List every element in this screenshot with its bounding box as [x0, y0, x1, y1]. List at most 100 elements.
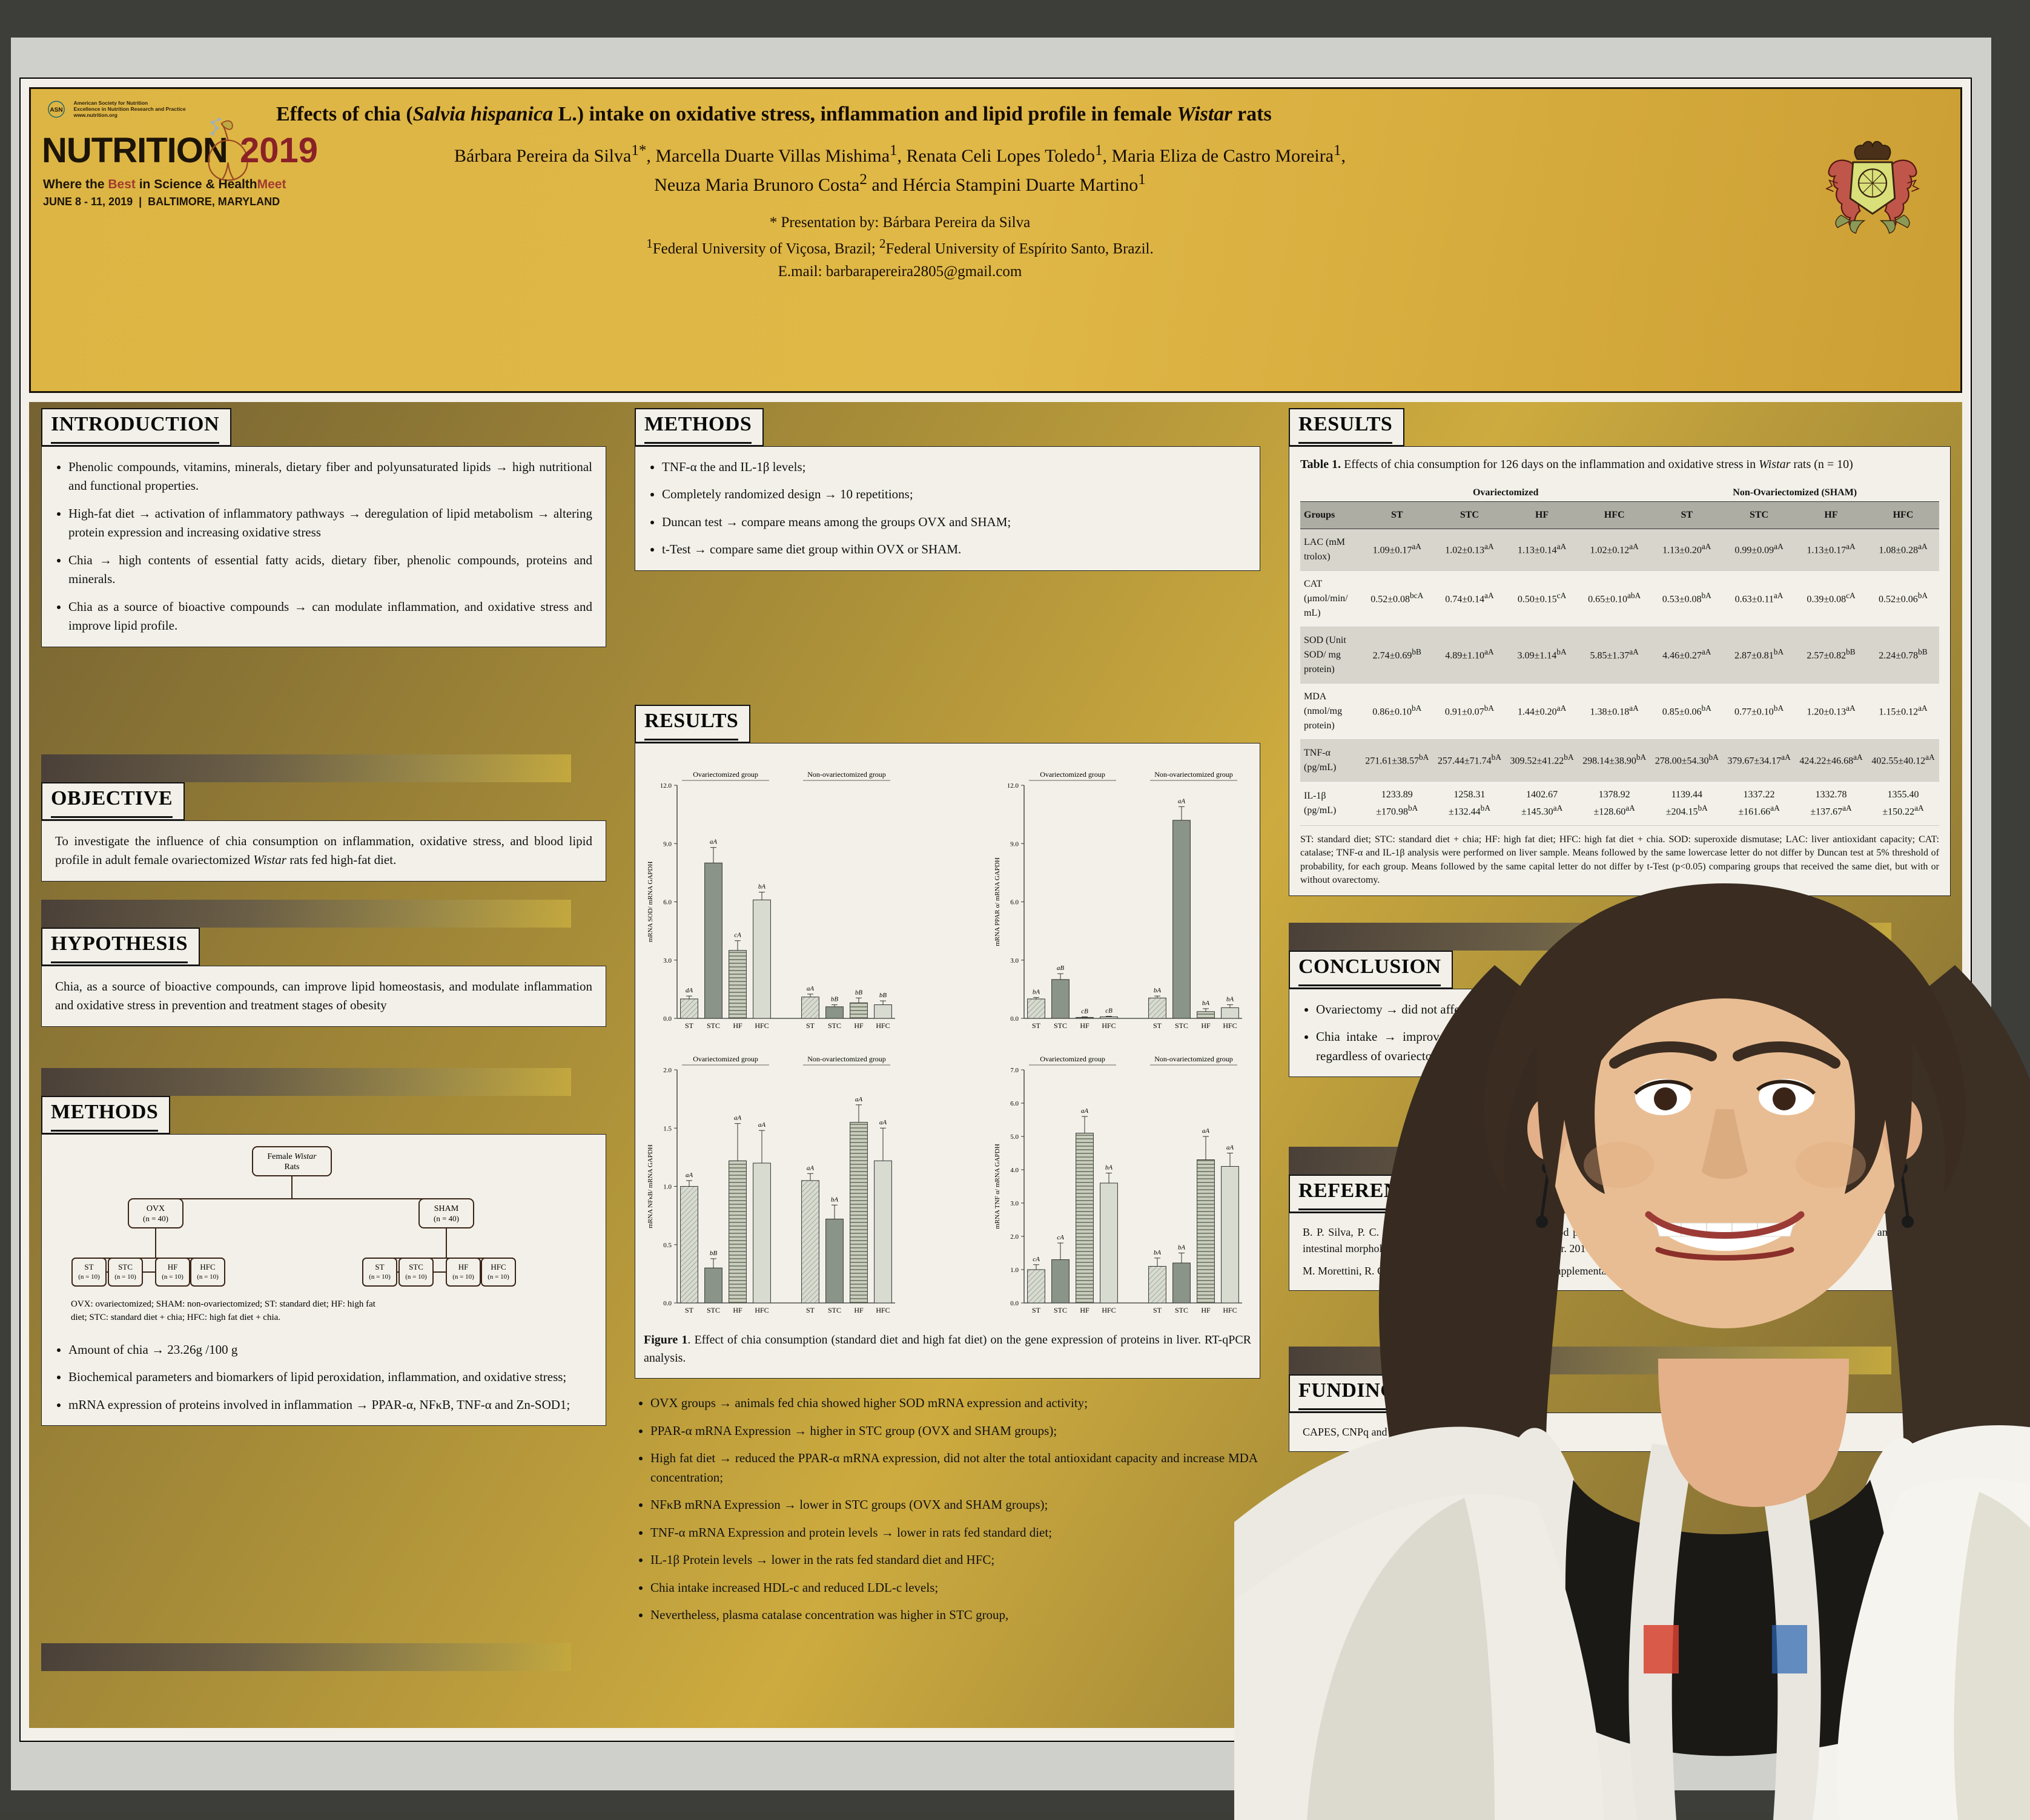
svg-text:mRNA NFκB/ mRNA GAPDH: mRNA NFκB/ mRNA GAPDH [647, 1144, 654, 1228]
svg-text:HF: HF [458, 1262, 468, 1271]
svg-text:HF: HF [854, 1021, 864, 1030]
svg-text:HFC: HFC [1223, 1021, 1237, 1030]
svg-text:Ovariectomized group: Ovariectomized group [693, 1055, 758, 1063]
svg-text:12.0: 12.0 [1007, 782, 1019, 790]
svg-text:cA: cA [1033, 1255, 1040, 1262]
svg-text:ST: ST [375, 1262, 384, 1271]
svg-text:STC: STC [707, 1021, 720, 1030]
svg-text:aA: aA [807, 1164, 815, 1172]
svg-text:4.0: 4.0 [1010, 1167, 1019, 1174]
svg-text:HFC: HFC [755, 1306, 769, 1314]
svg-text:aA: aA [734, 1114, 742, 1121]
svg-text:7.0: 7.0 [1010, 1067, 1019, 1074]
svg-text:HFC: HFC [491, 1262, 506, 1271]
svg-text:ST: ST [1032, 1306, 1041, 1314]
svg-text:HF: HF [1080, 1021, 1089, 1030]
svg-text:HFC: HFC [755, 1021, 769, 1030]
svg-text:HF: HF [733, 1021, 742, 1030]
svg-text:1.5: 1.5 [663, 1125, 672, 1132]
svg-text:mRNA SOD/ mRNA GAPDH: mRNA SOD/ mRNA GAPDH [647, 861, 654, 942]
svg-text:(n = 10): (n = 10) [488, 1273, 509, 1281]
svg-text:HF: HF [1080, 1306, 1089, 1314]
svg-text:HFC: HFC [876, 1021, 890, 1030]
svg-text:HFC: HFC [876, 1306, 890, 1314]
svg-text:bA: bA [1033, 988, 1040, 995]
svg-text:ST: ST [1153, 1306, 1162, 1314]
svg-text:aA: aA [807, 984, 815, 992]
svg-text:HFC: HFC [1102, 1021, 1116, 1030]
svg-text:6.0: 6.0 [1010, 898, 1019, 906]
svg-text:bA: bA [1154, 1248, 1162, 1256]
svg-text:STC: STC [1175, 1021, 1188, 1030]
svg-text:HF: HF [854, 1306, 864, 1314]
svg-text:Non-ovariectomized group: Non-ovariectomized group [1154, 770, 1233, 779]
svg-text:OVX: OVX [146, 1204, 164, 1213]
svg-text:(n = 10): (n = 10) [78, 1273, 100, 1281]
svg-text:bA: bA [1105, 1164, 1113, 1171]
svg-text:9.0: 9.0 [1010, 840, 1019, 848]
svg-text:HFC: HFC [200, 1262, 215, 1271]
svg-text:STC: STC [409, 1262, 423, 1271]
svg-text:Rats: Rats [284, 1162, 299, 1172]
svg-text:STC: STC [1175, 1306, 1188, 1314]
svg-text:3.0: 3.0 [1010, 957, 1019, 964]
svg-text:3.0: 3.0 [1010, 1200, 1019, 1207]
svg-text:aA: aA [1081, 1107, 1089, 1115]
svg-text:aA: aA [855, 1095, 863, 1103]
svg-text:0.0: 0.0 [1010, 1015, 1019, 1023]
svg-text:(n = 10): (n = 10) [405, 1273, 427, 1281]
svg-text:Ovariectomized group: Ovariectomized group [1040, 770, 1105, 779]
svg-text:(n = 10): (n = 10) [162, 1273, 183, 1281]
svg-text:HF: HF [1201, 1021, 1211, 1030]
svg-text:Ovariectomized group: Ovariectomized group [1040, 1055, 1105, 1063]
svg-text:bA: bA [1202, 1000, 1210, 1007]
svg-text:9.0: 9.0 [663, 840, 672, 848]
svg-text:aA: aA [1226, 1144, 1234, 1151]
svg-text:aA: aA [879, 1119, 887, 1126]
svg-text:aA: aA [1178, 797, 1186, 805]
svg-text:ST: ST [84, 1262, 93, 1271]
svg-text:Non-ovariectomized group: Non-ovariectomized group [807, 770, 886, 779]
svg-text:HF: HF [1201, 1306, 1211, 1314]
svg-text:ST: ST [806, 1021, 815, 1030]
svg-text:5.0: 5.0 [1010, 1133, 1019, 1141]
svg-text:OVX: ovariectomized; SHAM: non: OVX: ovariectomized; SHAM: non-ovariecto… [71, 1299, 376, 1309]
svg-text:diet; STC: standard diet + chi: diet; STC: standard diet + chia; HFC: hi… [71, 1313, 280, 1322]
svg-text:ST: ST [1153, 1021, 1162, 1030]
svg-text:mRNA TNF α/ mRNA GAPDH: mRNA TNF α/ mRNA GAPDH [994, 1144, 1001, 1229]
svg-text:HF: HF [733, 1306, 742, 1314]
svg-text:aB: aB [1057, 964, 1065, 972]
svg-text:cA: cA [734, 931, 741, 938]
svg-text:HFC: HFC [1223, 1306, 1237, 1314]
svg-text:STC: STC [1054, 1021, 1067, 1030]
svg-text:SHAM: SHAM [434, 1204, 458, 1213]
svg-text:HFC: HFC [1102, 1306, 1116, 1314]
svg-text:bB: bB [710, 1249, 718, 1256]
svg-text:3.0: 3.0 [663, 957, 672, 964]
svg-text:0.0: 0.0 [1010, 1300, 1019, 1307]
svg-text:0.0: 0.0 [663, 1015, 672, 1023]
svg-text:STC: STC [1054, 1306, 1067, 1314]
svg-text:ASN: ASN [50, 107, 62, 113]
svg-text:ST: ST [806, 1306, 815, 1314]
svg-text:6.0: 6.0 [1010, 1100, 1019, 1107]
svg-text:bB: bB [855, 989, 863, 996]
svg-text:cA: cA [1057, 1234, 1064, 1241]
svg-text:bB: bB [879, 992, 887, 999]
svg-text:bA: bA [831, 1196, 839, 1203]
svg-text:bB: bB [831, 995, 839, 1003]
svg-text:0.5: 0.5 [663, 1241, 672, 1248]
svg-text:0.0: 0.0 [663, 1300, 672, 1307]
svg-text:(n = 10): (n = 10) [452, 1273, 474, 1281]
svg-text:bA: bA [758, 883, 766, 890]
svg-text:12.0: 12.0 [660, 782, 672, 790]
svg-text:2.0: 2.0 [1010, 1233, 1019, 1241]
svg-text:(n = 10): (n = 10) [369, 1273, 391, 1281]
svg-text:aA: aA [710, 838, 718, 845]
svg-text:cB: cB [1105, 1007, 1113, 1014]
svg-text:Non-ovariectomized group: Non-ovariectomized group [1154, 1055, 1233, 1063]
svg-text:(n = 10): (n = 10) [114, 1273, 136, 1281]
svg-text:STC: STC [707, 1306, 720, 1314]
svg-text:(n = 40): (n = 40) [434, 1214, 459, 1223]
svg-text:1.0: 1.0 [1010, 1267, 1019, 1274]
